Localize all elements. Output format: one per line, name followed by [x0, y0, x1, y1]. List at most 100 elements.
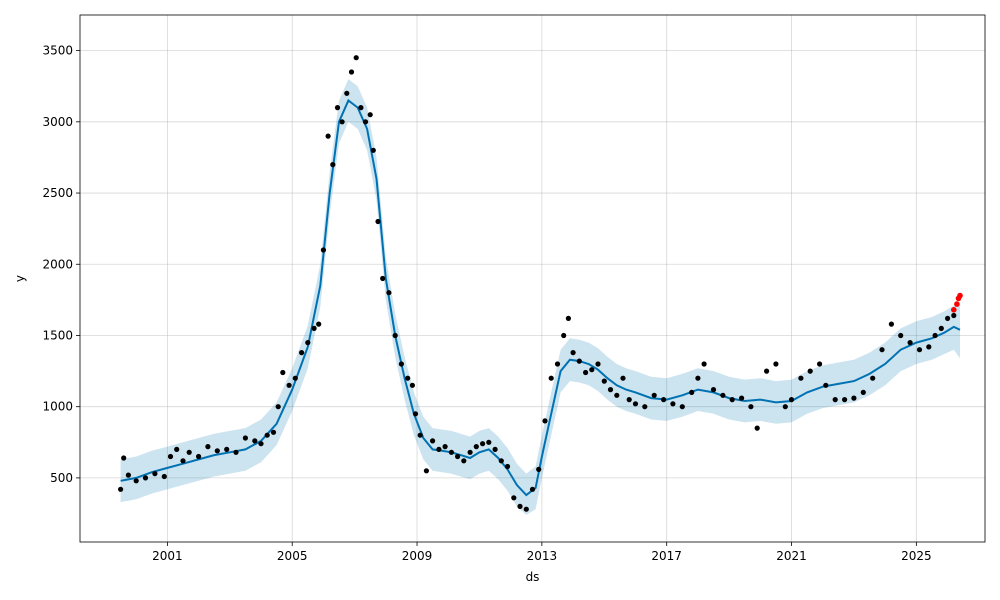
observed-point — [280, 369, 286, 376]
observed-point — [561, 332, 567, 339]
observed-point — [565, 315, 572, 321]
observed-point — [554, 361, 561, 367]
observed-point — [517, 503, 523, 509]
recent-point — [954, 301, 960, 307]
observed-point — [467, 449, 473, 455]
observed-point — [916, 347, 923, 353]
observed-point — [275, 404, 281, 410]
observed-point — [511, 495, 517, 501]
observed-point — [152, 471, 158, 477]
observed-point — [167, 453, 174, 460]
recent-point — [951, 307, 957, 313]
observed-point — [305, 340, 311, 346]
observed-point — [375, 218, 381, 225]
observed-point — [754, 425, 760, 431]
observed-point — [773, 361, 779, 367]
observed-point — [870, 375, 876, 381]
observed-point — [486, 439, 492, 445]
observed-point — [316, 321, 322, 327]
observed-point — [523, 506, 529, 512]
observed-point — [386, 290, 392, 296]
observed-point — [330, 162, 336, 168]
recent-points-layer — [951, 292, 963, 313]
observed-point — [642, 404, 648, 410]
observed-point — [320, 247, 326, 253]
observed-point — [370, 147, 376, 153]
x-tick-label: 2001 — [152, 549, 183, 563]
observed-point — [367, 112, 373, 118]
observed-point — [125, 472, 131, 478]
observed-point — [339, 119, 345, 125]
observed-point — [938, 325, 944, 331]
observed-point — [142, 475, 149, 481]
y-axis-ticks: 500 1000 1500 2000 2500 3000 3500 — [42, 44, 80, 485]
forecast-line-layer — [120, 98, 961, 497]
observed-point — [455, 453, 461, 460]
observed-point — [576, 358, 582, 364]
observed-point — [492, 446, 498, 452]
observed-point — [214, 448, 220, 454]
observed-point — [286, 382, 292, 388]
plot-frame — [79, 14, 986, 543]
observed-point — [614, 392, 620, 398]
y-gridlines — [80, 50, 985, 479]
y-tick-label: 1500 — [42, 328, 73, 342]
x-tick-label: 2005 — [277, 549, 308, 563]
x-gridlines — [166, 15, 917, 542]
observed-point — [409, 382, 415, 388]
observed-point — [504, 463, 511, 470]
observed-point — [670, 401, 676, 407]
observed-point — [334, 105, 341, 111]
observed-point — [242, 435, 248, 441]
observed-point — [417, 432, 423, 438]
observed-point — [325, 133, 331, 139]
observed-point — [133, 478, 139, 484]
y-tick-label: 500 — [50, 471, 73, 485]
observed-point — [823, 382, 829, 388]
observed-point — [542, 418, 548, 424]
observed-point — [898, 332, 904, 339]
observed-point — [299, 350, 305, 356]
observed-point — [748, 404, 754, 410]
observed-point — [879, 347, 885, 353]
observed-point — [118, 486, 124, 492]
observed-point — [945, 315, 951, 321]
x-axis-ticks: 2001 2005 2009 2013 2017 2021 2025 — [152, 542, 932, 563]
forecast-line — [120, 98, 961, 497]
observed-point — [583, 369, 589, 376]
observed-point — [412, 411, 419, 417]
observed-point — [252, 438, 258, 444]
observed-point — [661, 397, 667, 403]
y-axis-label: y — [13, 275, 27, 282]
y-tick-label: 3000 — [42, 115, 73, 129]
observed-point — [362, 119, 369, 125]
y-tick-label: 3500 — [42, 44, 73, 58]
observed-point — [392, 332, 398, 339]
x-tick-label: 2021 — [776, 549, 807, 563]
x-tick-label: 2009 — [402, 549, 433, 563]
observed-point — [161, 473, 167, 480]
y-tick-label: 1000 — [42, 400, 73, 414]
observed-point — [380, 275, 386, 282]
observed-point — [788, 397, 795, 403]
observed-point — [739, 395, 745, 401]
observed-point — [932, 332, 938, 339]
observed-point — [798, 375, 804, 381]
observed-point — [405, 375, 411, 381]
observed-point — [701, 361, 707, 367]
observed-point — [311, 325, 317, 331]
observed-point — [679, 404, 685, 410]
observed-point — [689, 389, 695, 395]
observed-point — [817, 361, 823, 367]
observed-point — [174, 446, 180, 452]
observed-point — [536, 466, 542, 472]
observed-point — [258, 441, 264, 447]
observed-point — [620, 375, 626, 381]
observed-point — [695, 375, 701, 381]
y-tick-label: 2000 — [42, 257, 73, 271]
x-tick-label: 2017 — [651, 549, 682, 563]
observed-point — [196, 453, 202, 460]
observed-point — [292, 375, 298, 381]
observed-point — [233, 449, 239, 455]
observed-point — [951, 312, 957, 319]
